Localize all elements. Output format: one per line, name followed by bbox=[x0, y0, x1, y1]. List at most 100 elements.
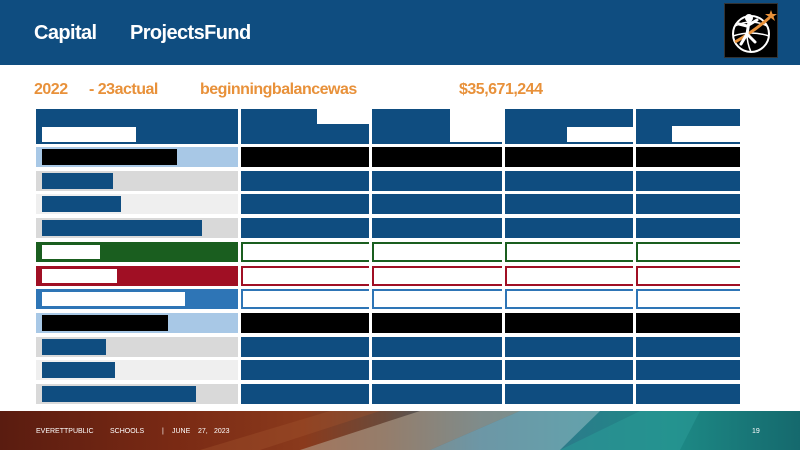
footer-org-1: EVERETTPUBLIC bbox=[36, 428, 94, 435]
footer-year: 2023 bbox=[214, 428, 230, 435]
redacted-value-cell bbox=[636, 384, 740, 404]
redacted-label-bar bbox=[42, 314, 168, 331]
table-row bbox=[36, 170, 740, 191]
redacted-value-cell bbox=[241, 289, 369, 310]
row-label-cell bbox=[36, 289, 238, 310]
footer-day: 27, bbox=[198, 428, 208, 435]
table-row bbox=[36, 360, 740, 381]
table-header-cell bbox=[505, 109, 633, 144]
table-row bbox=[36, 194, 740, 215]
redacted-value-cell bbox=[241, 384, 369, 404]
row-label-cell bbox=[36, 384, 238, 404]
row-label-cell bbox=[36, 170, 238, 191]
redacted-value-cell bbox=[241, 147, 369, 167]
cell-fill bbox=[374, 243, 502, 260]
redacted-value-cell bbox=[241, 194, 369, 215]
redacted-value-cell bbox=[636, 218, 740, 239]
subtitle-amount: $35,671,244 bbox=[459, 81, 543, 98]
table-row bbox=[36, 289, 740, 310]
page-number: 19 bbox=[752, 428, 760, 435]
redacted-value-cell bbox=[505, 147, 633, 167]
redacted-value-cell bbox=[372, 360, 502, 381]
redacted-value-cell bbox=[505, 360, 633, 381]
table-header-cell bbox=[372, 109, 502, 144]
table-row bbox=[36, 265, 740, 286]
cell-fill bbox=[243, 267, 369, 284]
table-row bbox=[36, 312, 740, 333]
row-label-cell bbox=[36, 194, 238, 215]
redacted-value-cell bbox=[241, 336, 369, 357]
redacted-value-cell bbox=[636, 194, 740, 215]
redacted-label-bar bbox=[42, 196, 121, 213]
redacted-value-cell bbox=[505, 194, 633, 215]
redacted-value-cell bbox=[241, 218, 369, 239]
cell-fill bbox=[507, 291, 633, 308]
row-label-cell bbox=[36, 312, 238, 333]
redacted-value-cell bbox=[372, 312, 502, 333]
redacted-value-cell bbox=[372, 194, 502, 215]
redacted-value-cell bbox=[505, 312, 633, 333]
table-row bbox=[36, 218, 740, 239]
footer-band bbox=[0, 411, 800, 450]
redacted-value-cell bbox=[372, 218, 502, 239]
redacted-value-cell bbox=[372, 241, 502, 262]
redacted-label-bar bbox=[42, 362, 116, 379]
row-label-cell bbox=[36, 265, 238, 286]
redacted-value-cell bbox=[636, 265, 740, 286]
subtitle-actual: - 23actual bbox=[89, 81, 158, 98]
subtitle-beginning-balance: beginningbalancewas bbox=[200, 81, 357, 98]
table-header-cell bbox=[241, 109, 369, 144]
header-band bbox=[0, 0, 800, 65]
redacted-value-cell bbox=[372, 170, 502, 191]
slide-title-word-1: Capital bbox=[34, 22, 97, 44]
cell-fill bbox=[638, 267, 740, 284]
redacted-value-cell bbox=[505, 336, 633, 357]
redacted-value-cell bbox=[372, 147, 502, 167]
table-row bbox=[36, 147, 740, 167]
redacted-label-bar bbox=[42, 338, 106, 355]
redacted-value-cell bbox=[636, 241, 740, 262]
table-row bbox=[36, 384, 740, 404]
redacted-value-cell bbox=[636, 147, 740, 167]
table-header-cell bbox=[36, 109, 238, 144]
redacted-value-cell bbox=[372, 265, 502, 286]
redacted-value-cell bbox=[241, 312, 369, 333]
row-label-cell bbox=[36, 218, 238, 239]
school-logo-icon bbox=[724, 3, 778, 58]
cell-fill bbox=[638, 243, 740, 260]
redacted-value-cell bbox=[241, 360, 369, 381]
table-row bbox=[36, 336, 740, 357]
redacted-label-bar bbox=[42, 292, 185, 307]
redacted-value-cell bbox=[372, 384, 502, 404]
redacted-value-cell bbox=[241, 241, 369, 262]
redacted-label-bar bbox=[42, 386, 197, 402]
redacted-value-cell bbox=[372, 336, 502, 357]
row-label-cell bbox=[36, 336, 238, 357]
row-label-cell bbox=[36, 360, 238, 381]
redacted-label-bar bbox=[42, 149, 178, 165]
redacted-value-cell bbox=[372, 289, 502, 310]
slide-title-word-2: ProjectsFund bbox=[130, 22, 251, 44]
redacted-value-cell bbox=[636, 360, 740, 381]
redacted-value-cell bbox=[636, 289, 740, 310]
cell-fill bbox=[374, 291, 502, 308]
redacted-value-cell bbox=[241, 265, 369, 286]
redacted-value-cell bbox=[636, 312, 740, 333]
cell-fill bbox=[507, 267, 633, 284]
table-header-cell bbox=[636, 109, 740, 144]
redacted-label-bar bbox=[42, 244, 101, 259]
redacted-value-cell bbox=[636, 336, 740, 357]
redacted-value-cell bbox=[241, 170, 369, 191]
cell-fill bbox=[507, 243, 633, 260]
redacted-label-bar bbox=[42, 220, 202, 237]
footer-month: JUNE bbox=[172, 428, 191, 435]
redacted-value-cell bbox=[505, 289, 633, 310]
row-label-cell bbox=[36, 241, 238, 262]
cell-fill bbox=[638, 291, 740, 308]
redacted-value-cell bbox=[505, 241, 633, 262]
table-row bbox=[36, 241, 740, 262]
redacted-label-bar bbox=[42, 268, 118, 283]
cell-fill bbox=[374, 267, 502, 284]
redacted-label-bar bbox=[42, 172, 114, 189]
redacted-value-cell bbox=[505, 218, 633, 239]
